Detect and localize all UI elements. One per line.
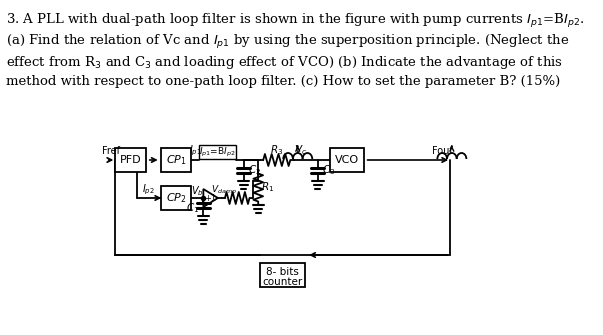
Bar (160, 148, 191, 172)
Text: $I_{p1}$=B$I_{p2}$: $I_{p1}$=B$I_{p2}$ (199, 145, 236, 158)
Text: $R_1$: $R_1$ (261, 181, 274, 194)
Text: $CP_2$: $CP_2$ (166, 191, 186, 205)
Text: $C_2$: $C_2$ (248, 163, 260, 177)
Text: $V_b$: $V_b$ (191, 184, 204, 198)
Text: $V_c$: $V_c$ (294, 143, 307, 157)
Text: $I_{p1}$: $I_{p1}$ (189, 144, 201, 158)
Text: Fref: Fref (101, 146, 119, 156)
Bar (330, 148, 364, 172)
Text: VCO: VCO (335, 155, 359, 165)
Text: Fout: Fout (432, 146, 453, 156)
Bar (200, 145, 236, 159)
Text: $CP_1$: $CP_1$ (166, 153, 186, 167)
Text: counter: counter (263, 277, 303, 287)
Text: $R_3$: $R_3$ (270, 143, 283, 157)
Text: $I_{p2}$: $I_{p2}$ (142, 183, 155, 197)
Text: $C_3$: $C_3$ (322, 163, 335, 177)
Text: 3. A PLL with dual-path loop filter is shown in the figure with pump currents $I: 3. A PLL with dual-path loop filter is s… (5, 12, 584, 30)
Text: $V_{damp}$: $V_{damp}$ (212, 184, 237, 197)
Bar (115, 148, 146, 172)
Text: +1: +1 (204, 194, 216, 202)
Bar (260, 263, 305, 287)
Text: (a) Find the relation of Vc and $I_{p1}$ by using the superposition principle. (: (a) Find the relation of Vc and $I_{p1}$… (5, 33, 569, 51)
Bar (160, 186, 191, 210)
Text: method with respect to one-path loop filter. (c) How to set the parameter B? (15: method with respect to one-path loop fil… (5, 75, 560, 88)
Text: effect from R$_3$ and C$_3$ and loading effect of VCO) (b) Indicate the advantag: effect from R$_3$ and C$_3$ and loading … (5, 54, 563, 71)
Text: 8- bits: 8- bits (267, 267, 299, 277)
Text: $C_1$: $C_1$ (186, 201, 200, 215)
Text: PFD: PFD (120, 155, 142, 165)
